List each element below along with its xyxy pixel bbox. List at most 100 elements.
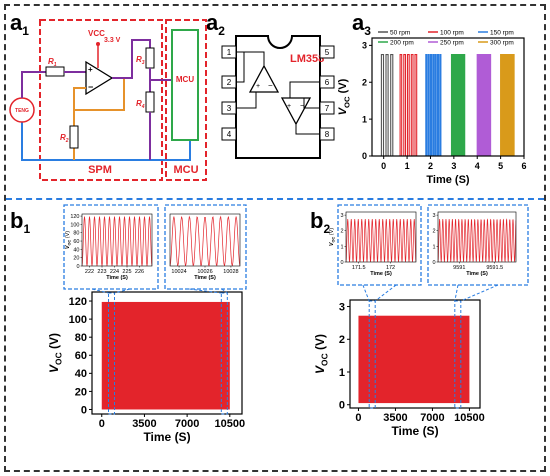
svg-text:2: 2: [227, 78, 232, 87]
xtick-label: 224: [110, 269, 119, 275]
y-axis-title: VOC (V): [313, 334, 330, 374]
mcu-dashed-box: [165, 19, 207, 181]
x-axis-title: Time (S): [143, 430, 190, 444]
wave-line: [438, 218, 516, 262]
spm-dashed-box: [39, 19, 163, 181]
figure-frame: [4, 4, 546, 472]
xtick-label: 10500: [454, 412, 485, 424]
y-axis-title: VOC (V): [65, 231, 72, 249]
mcu-block: [171, 29, 199, 141]
plot-area-a3: [380, 54, 515, 156]
svg-text:5: 5: [325, 48, 330, 57]
xtick-label: 10028: [223, 269, 238, 275]
ytick-label: 80: [75, 332, 87, 344]
ytick-label: 40: [75, 368, 87, 380]
legend-label: 150 rpm: [490, 30, 514, 37]
zoom-line: [189, 288, 222, 294]
ytick-label: 1: [432, 244, 435, 250]
signal-band: [358, 315, 470, 404]
wave-line: [346, 218, 416, 262]
legend-label: 250 rpm: [440, 40, 464, 47]
series-line-200-rpm: [450, 54, 466, 156]
chart-b1-inset1: 222 223 224 225 226 0 20 40 60 80 100 120 Time (S) VO…: [63, 204, 159, 290]
lm358-pinout: LM358 1 2 3 4 5 6 7 8 + − + −: [221, 35, 335, 159]
plot-area-b2-inset2: [438, 218, 516, 262]
mcu-block-label: MCU: [176, 75, 194, 84]
axes-box-b2-inset1: [345, 211, 417, 263]
axes-box-b2: [349, 299, 481, 409]
zoom-guides: [92, 284, 499, 415]
axes-box-b1-inset1: [81, 213, 153, 267]
panel-label-a1: a1: [10, 10, 29, 38]
svg-text:6: 6: [325, 78, 330, 87]
plot-area-b2-inset1: [346, 218, 416, 262]
vcc-label: VCC: [88, 29, 105, 38]
opamp-a-plus: +: [256, 83, 260, 90]
ytick-label: 120: [69, 296, 87, 308]
plot-area-b1-inset1: [82, 216, 152, 266]
svg-text:7: 7: [325, 104, 330, 113]
zoom-line: [460, 284, 499, 302]
ground-wire: [21, 112, 191, 161]
svg-text:4: 4: [227, 130, 232, 139]
xtick-label: 0: [99, 418, 105, 430]
xtick-label: 225: [122, 269, 131, 275]
xtick-label: 10500: [215, 418, 246, 430]
output-wire: [112, 39, 151, 79]
legend-label: 100 rpm: [440, 30, 464, 37]
ytick-label: 0: [339, 400, 345, 412]
ytick-label: 0: [81, 404, 87, 416]
opamp-plus: +: [88, 65, 93, 74]
section-separator: [6, 198, 544, 200]
ytick-label: 2: [432, 229, 435, 235]
resistor-r1: [45, 66, 65, 77]
zoom-region: [454, 300, 462, 409]
wave-line: [170, 215, 240, 266]
y-axis-title: VOC (V): [47, 333, 64, 373]
ytick-label: 1: [362, 114, 367, 124]
chart-b1: 0 3500 7000 10500 0 20 40 60 80 100 120 Time (S) VOC…: [47, 291, 246, 444]
opamp-icon: [85, 60, 114, 96]
series-line-100-rpm: [399, 54, 418, 156]
ytick-label: 20: [75, 386, 87, 398]
resistor-r2: [69, 125, 79, 149]
ytick-label: 3: [362, 41, 367, 51]
ytick-label: 0: [76, 264, 79, 270]
series-line-50-rpm: [380, 54, 394, 156]
resistor-r4: [145, 91, 155, 113]
y-axis-title: VOC (V): [337, 78, 351, 115]
r3-label: R3: [136, 55, 145, 66]
ytick-label: 1: [340, 244, 343, 250]
wave-line: [82, 216, 152, 266]
ytick-label: 100: [69, 314, 87, 326]
inset-frame-b2-inset2: [427, 204, 529, 286]
xtick-label: 223: [97, 269, 106, 275]
input-wire: [21, 71, 46, 98]
panel-label-b1: b1: [10, 208, 30, 236]
ic-name: LM358: [290, 53, 324, 65]
series-line-150-rpm: [425, 54, 442, 156]
signal-band: [101, 301, 230, 410]
r1-label: R1: [48, 57, 57, 68]
ic-right-pins: 5 6 7 8: [319, 45, 335, 141]
chart-b1-inset2: 10024 10026 10028 Time (S): [164, 204, 247, 290]
xtick-label: 10024: [171, 269, 186, 275]
svg-text:8: 8: [325, 130, 330, 139]
panel-label-a2: a2: [206, 10, 225, 38]
xtick-label: 222: [85, 269, 94, 275]
zoom-line: [362, 284, 370, 302]
x-axis-title: Time (S): [370, 271, 392, 277]
xtick-label: 172: [386, 265, 395, 271]
x-axis-title: Time (S): [106, 275, 128, 281]
xtick-label: 6: [521, 161, 526, 171]
xtick-label: 10026: [197, 269, 212, 275]
circuit-schematic: TENG R1 + − VCC 3.3 V R2 R3 R4 MCU SPM M…: [9, 19, 207, 181]
ytick-label: 0: [362, 151, 367, 161]
resistor-r3: [145, 47, 155, 69]
r4-label: R4: [136, 99, 145, 110]
r2-label: R2: [60, 133, 69, 144]
legend-label: 200 rpm: [390, 40, 414, 47]
ic-left-pins: 1 2 3 4: [221, 45, 237, 141]
opamp-b-minus: −: [300, 101, 305, 110]
